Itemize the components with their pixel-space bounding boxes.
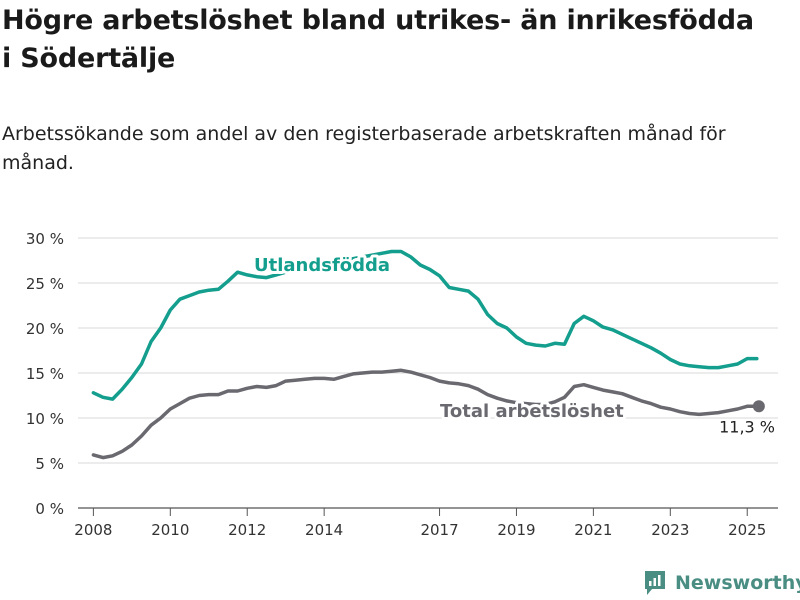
x-tick-label: 2012 bbox=[228, 521, 266, 539]
x-tick-label: 2014 bbox=[305, 521, 343, 539]
series-end-dot bbox=[752, 400, 765, 413]
x-tick-label: 2008 bbox=[74, 521, 112, 539]
brand-name: Newsworthy bbox=[675, 572, 800, 594]
x-tick-label: 2019 bbox=[497, 521, 535, 539]
y-gridlines bbox=[78, 237, 778, 509]
brand-logo: Newsworthy bbox=[643, 566, 800, 600]
y-tick-label: 10 % bbox=[26, 410, 64, 428]
series-labels: Utlandsfödda Total arbetslöshet 11,3 % bbox=[251, 252, 775, 436]
x-tick-label: 2025 bbox=[728, 521, 766, 539]
x-tick-label: 2010 bbox=[151, 521, 189, 539]
series-label-1: Total arbetslöshet bbox=[440, 401, 624, 422]
y-axis: 0 % 5 % 10 % 15 % 20 % 25 % 30 % bbox=[26, 230, 64, 518]
series-label-0: Utlandsfödda bbox=[254, 255, 390, 276]
series-line-1 bbox=[91, 368, 759, 460]
y-tick-label: 15 % bbox=[26, 365, 64, 383]
series-lines bbox=[91, 249, 759, 460]
y-tick-label: 30 % bbox=[26, 230, 64, 248]
y-tick-label: 20 % bbox=[26, 320, 64, 338]
y-tick-label: 5 % bbox=[35, 455, 64, 473]
x-tick-label: 2023 bbox=[651, 521, 689, 539]
x-axis: 2008 2010 2012 2014 2017 2019 2021 2023 2025 bbox=[74, 508, 766, 539]
chart-title: Högre arbetslöshet bland utrikes- än inr… bbox=[2, 5, 754, 74]
y-tick-label: 25 % bbox=[26, 275, 64, 293]
series-line-0 bbox=[91, 249, 759, 401]
chart-subtitle: Arbetssökande som andel av den registerb… bbox=[2, 123, 726, 174]
series-end-label: 11,3 % bbox=[719, 417, 775, 436]
y-tick-label: 0 % bbox=[35, 500, 64, 518]
x-tick-label: 2021 bbox=[574, 521, 612, 539]
newsworthy-logo-icon bbox=[645, 571, 665, 595]
x-tick-label: 2017 bbox=[420, 521, 458, 539]
